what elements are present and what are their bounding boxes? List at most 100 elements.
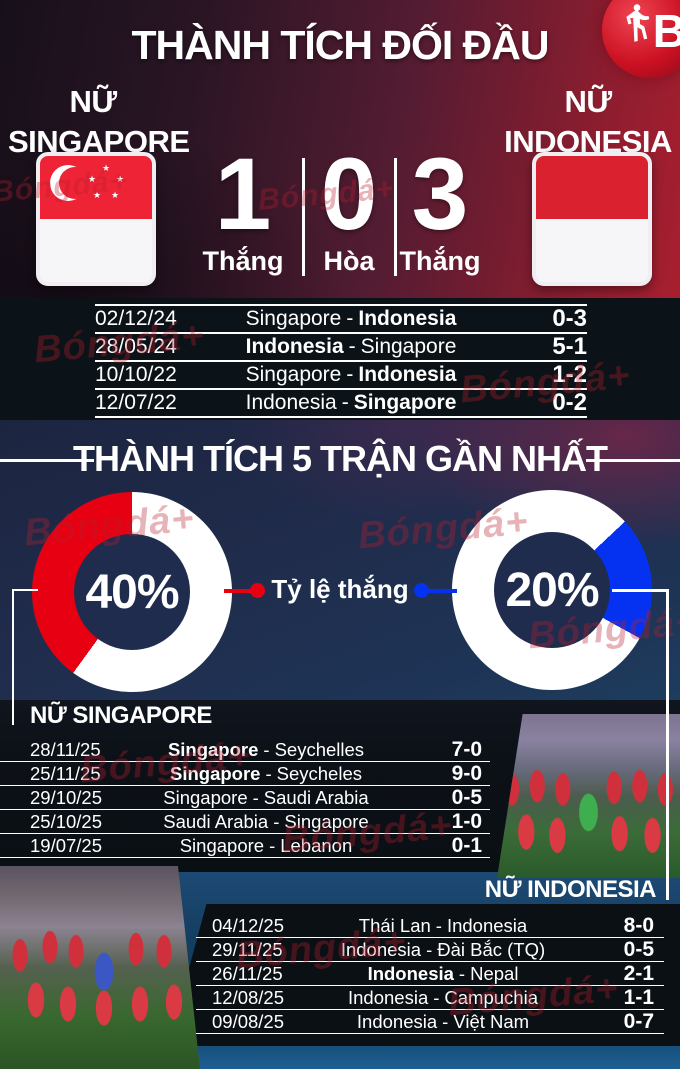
indonesia-flag <box>532 152 652 286</box>
away-team: Singapore <box>284 810 369 832</box>
away-team: Seychelles <box>274 738 365 760</box>
h2h-match-row: 28/05/24 Indonesia - Singapore 5-1 <box>95 332 587 360</box>
logo-letter: B <box>652 5 680 57</box>
away-team: Indonesia <box>446 914 528 936</box>
star-icon: ★ <box>88 174 97 184</box>
match-date: 28/11/25 <box>30 738 101 760</box>
indonesia-connector-line-horizontal <box>612 589 668 592</box>
team-separator: - <box>269 834 276 856</box>
team-separator: - <box>458 962 466 984</box>
team-separator: - <box>426 938 433 960</box>
match-date: 29/10/25 <box>30 786 103 808</box>
team-separator: - <box>433 986 440 1008</box>
singapore-match-row: 29/10/25 Singapore - Saudi Arabia 0-5 <box>0 786 490 810</box>
home-team: Indonesia <box>245 391 337 414</box>
h2h-match-row: 02/12/24 Singapore - Indonesia 0-3 <box>95 304 587 332</box>
away-team: Lebanon <box>280 834 353 856</box>
singapore-match-row: 28/11/25 Singapore - Seychelles 7-0 <box>0 738 490 762</box>
page-title: THÀNH TÍCH ĐỐI ĐẦU <box>131 22 549 68</box>
match-date: 29/11/25 <box>212 938 283 960</box>
donut-hole: 20% <box>494 532 610 648</box>
away-team: Singapore <box>353 391 457 414</box>
match-score: 2-1 <box>623 961 654 985</box>
right-wins-count: 3 <box>411 137 469 251</box>
donut-hole: 40% <box>74 534 190 650</box>
match-teams: Indonesia - Nepal <box>300 963 586 985</box>
team-separator: - <box>252 786 259 808</box>
win-rate-label: Tỷ lệ thắng <box>271 574 409 604</box>
star-icon: ★ <box>102 163 111 173</box>
match-date: 19/07/25 <box>30 834 103 856</box>
match-teams: Indonesia - Campuchia <box>300 987 586 1009</box>
match-date: 12/07/22 <box>95 391 177 414</box>
home-team: Indonesia <box>367 962 454 984</box>
h2h-match-row: 10/10/22 Singapore - Indonesia 1-2 <box>95 360 587 388</box>
home-team: Singapore <box>167 738 259 760</box>
away-team: Saudi Arabia <box>263 786 369 808</box>
left-wins-label: Thắng <box>202 246 284 276</box>
match-teams: Saudi Arabia - Singapore <box>114 811 418 833</box>
draws-label: Hòa <box>323 246 375 276</box>
blue-pointer-dot <box>414 583 429 598</box>
record-divider <box>302 158 305 276</box>
indonesia-table-dark-panel <box>168 904 680 1046</box>
away-team: Singapore <box>360 335 457 358</box>
match-score: 0-2 <box>552 389 587 416</box>
left-team-name-line1: NỮ <box>69 84 117 119</box>
match-teams: Singapore - Seycheles <box>114 763 418 785</box>
right-team-name-line1: NỮ <box>564 84 612 119</box>
singapore-connector-line <box>12 589 38 725</box>
singapore-match-row: 19/07/25 Singapore - Lebanon 0-1 <box>0 834 490 858</box>
crescent-moon-icon <box>50 165 91 201</box>
left-wins-count: 1 <box>214 137 272 251</box>
win-rate-donut-singapore: 40% <box>32 492 232 692</box>
star-icon: ★ <box>93 190 102 200</box>
match-teams: Indonesia - Singapore <box>191 391 511 415</box>
match-teams: Singapore - Indonesia <box>191 307 511 331</box>
match-date: 09/08/25 <box>212 1010 285 1032</box>
singapore-team-photo <box>497 714 680 878</box>
away-team: Seycheles <box>276 762 362 784</box>
match-teams: Indonesia - Singapore <box>191 335 511 359</box>
singapore-flag: ★ ★ ★ ★ ★ <box>36 152 156 286</box>
indonesia-connector-line-vertical <box>666 589 669 900</box>
match-score: 9-0 <box>451 761 482 785</box>
match-date: 26/11/25 <box>212 962 283 984</box>
singapore-win-percent: 40% <box>85 565 179 619</box>
match-date: 02/12/24 <box>95 307 177 330</box>
match-score: 0-1 <box>451 833 482 857</box>
home-team: Indonesia <box>348 986 429 1008</box>
home-team: Singapore <box>245 363 342 386</box>
home-team: Saudi Arabia <box>163 810 269 832</box>
title-line-left <box>0 459 94 462</box>
team-separator: - <box>442 1010 449 1032</box>
match-score: 0-5 <box>623 937 654 961</box>
match-date: 28/05/24 <box>95 335 177 358</box>
team-separator: - <box>348 335 356 358</box>
indonesia-team-photo <box>0 866 200 1069</box>
singapore-match-row: 25/11/25 Singapore - Seycheles 9-0 <box>0 762 490 786</box>
footballer-icon <box>626 4 650 42</box>
singapore-match-row: 25/10/25 Saudi Arabia - Singapore 1-0 <box>0 810 490 834</box>
home-team: Singapore <box>170 762 261 784</box>
indonesia-match-row: 04/12/25 Thái Lan - Indonesia 8-0 <box>196 914 664 938</box>
singapore-results-table: 28/11/25 Singapore - Seychelles 7-0 25/11/… <box>0 738 490 858</box>
home-team: Indonesia <box>245 335 344 358</box>
singapore-section-heading: NỮ SINGAPORE <box>30 702 212 729</box>
away-team: Nepal <box>470 962 519 984</box>
right-wins-label: Thắng <box>399 246 481 276</box>
match-teams: Indonesia - Việt Nam <box>300 1011 586 1033</box>
red-pointer-dot <box>250 583 265 598</box>
match-score: 7-0 <box>451 737 482 761</box>
left-team-name: NỮ SINGAPORE <box>8 82 190 162</box>
draws-count: 0 <box>320 137 378 251</box>
home-team: Indonesia <box>340 938 422 960</box>
team-separator: - <box>341 391 349 414</box>
match-date: 04/12/25 <box>212 914 285 936</box>
team-separator: - <box>273 810 280 832</box>
match-date: 12/08/25 <box>212 986 285 1008</box>
team-separator: - <box>435 914 442 936</box>
singapore-flag-red-half: ★ ★ ★ ★ ★ <box>40 156 152 219</box>
match-teams: Singapore - Seychelles <box>114 739 418 761</box>
match-score: 8-0 <box>623 913 654 937</box>
